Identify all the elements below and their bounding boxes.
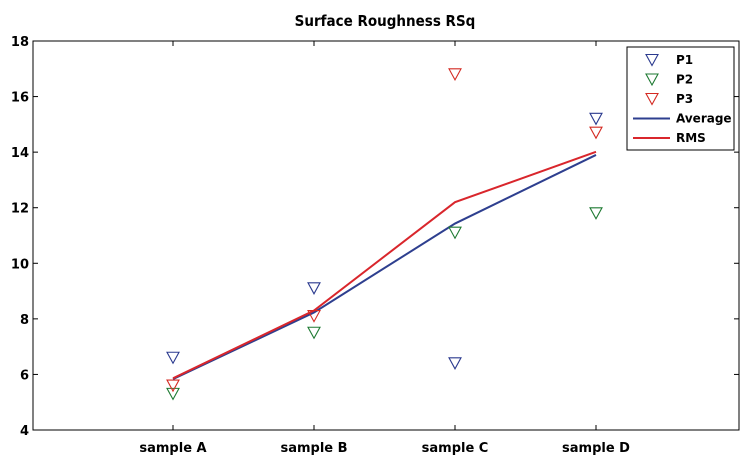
series-lines (172, 150, 597, 381)
series-line-rms (172, 150, 597, 380)
legend-label: Average (676, 112, 732, 126)
series-line-average (172, 154, 597, 381)
data-point-p3 (166, 379, 180, 393)
data-point-p1 (307, 282, 321, 295)
legend-box (626, 46, 735, 151)
x-tick-label: sample D (562, 441, 630, 456)
legend: P1 P2 P3 Average RMS (626, 46, 735, 151)
y-tick-label: 18 (11, 35, 29, 50)
data-point-p2 (166, 387, 180, 401)
y-tick-label: 8 (20, 313, 29, 328)
data-point-p1 (589, 112, 603, 126)
legend-label: P1 (676, 53, 693, 67)
y-tick-label: 12 (11, 202, 29, 217)
legend-swatch (645, 73, 659, 87)
legend-swatch (645, 92, 659, 106)
x-tick-label: sample B (280, 441, 347, 456)
y-tick-label: 10 (11, 257, 29, 272)
data-point-p1 (166, 351, 180, 365)
x-tick-label: sample C (422, 441, 489, 456)
legend-label: P2 (676, 73, 693, 87)
series-markers (166, 68, 603, 401)
y-axis: 4 6 8 10 12 14 16 18 (11, 35, 739, 439)
y-tick-label: 16 (11, 91, 29, 106)
y-tick-label: 14 (11, 146, 29, 161)
y-tick-label: 4 (20, 424, 29, 439)
data-point-p3 (307, 310, 321, 323)
chart-title: Surface Roughness RSq (295, 12, 476, 30)
plot-area (32, 40, 740, 431)
data-point-p1 (448, 357, 462, 370)
y-tick-label: 6 (20, 368, 29, 383)
x-axis: sample A sample B sample C sample D (139, 41, 630, 456)
x-tick-label: sample A (139, 441, 206, 456)
data-point-p2 (448, 226, 462, 240)
legend-label: RMS (676, 131, 706, 145)
data-point-p2 (307, 326, 321, 340)
legend-label: P3 (676, 92, 693, 106)
data-point-p3 (589, 126, 603, 140)
legend-swatch (645, 53, 659, 67)
data-point-p3 (448, 68, 462, 81)
data-point-p2 (589, 207, 603, 220)
